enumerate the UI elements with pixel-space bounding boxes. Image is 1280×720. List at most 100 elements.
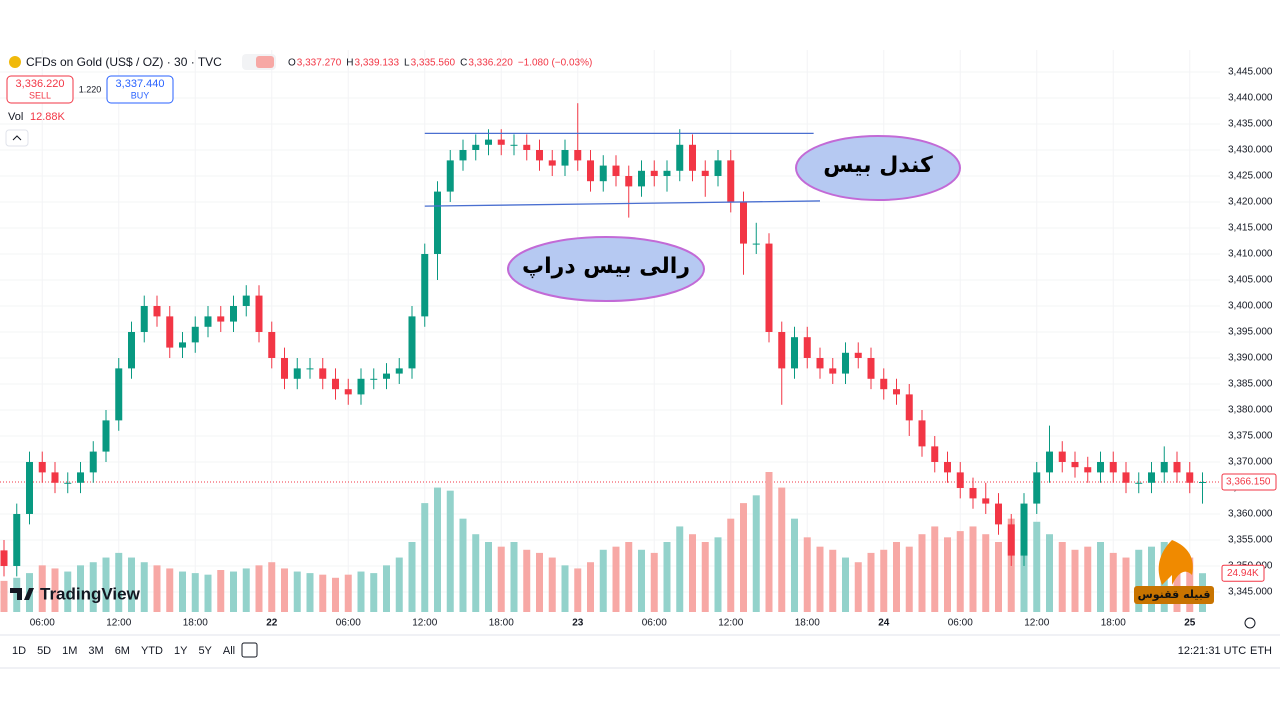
- candle-body: [1160, 461, 1168, 473]
- range-button[interactable]: 5Y: [198, 645, 212, 657]
- volume-bar: [918, 534, 926, 612]
- candle-body: [319, 368, 327, 379]
- volume-bar: [128, 557, 135, 612]
- candles: [0, 103, 1206, 577]
- annotations: کندل بیس رالی بیس دراپ: [424, 132, 961, 302]
- candle-body: [128, 331, 135, 369]
- candle-body: [217, 316, 225, 322]
- volume-bar: [89, 562, 97, 612]
- volume-bar: [13, 577, 21, 612]
- range-button[interactable]: All: [223, 645, 235, 657]
- volume-bar: [905, 546, 913, 612]
- x-tick-label: 06:00: [948, 618, 973, 629]
- volume-bar: [230, 571, 237, 612]
- y-tick-label: 3,390.000: [1228, 353, 1273, 364]
- candle-body: [931, 446, 939, 462]
- volume-bar: [497, 546, 505, 612]
- candle-body: [1186, 472, 1194, 483]
- ohlc-item: 3,337.270: [297, 58, 342, 69]
- volume-bar: [1097, 542, 1104, 612]
- y-tick-label: 3,400.000: [1228, 301, 1273, 312]
- candle-body: [166, 316, 174, 348]
- candle-body: [765, 243, 773, 332]
- volume-bar: [548, 557, 556, 612]
- candle-body: [268, 331, 276, 358]
- volume-bar: [701, 542, 709, 612]
- volume-bar: [1109, 552, 1117, 612]
- callout: [507, 236, 705, 302]
- ohlc: O 3,337.270 H 3,339.133 L 3,335.560 C 3,336.220…: [288, 58, 592, 69]
- volume-bar: [191, 573, 199, 612]
- range-button[interactable]: 6M: [115, 645, 130, 657]
- candle-body: [370, 378, 378, 380]
- candle-body: [357, 378, 365, 395]
- y-tick-label: 3,435.000: [1228, 119, 1273, 130]
- x-tick-label: 18:00: [183, 618, 208, 629]
- range-button[interactable]: YTD: [141, 645, 163, 657]
- sell-price: 3,336.220: [16, 78, 65, 90]
- sell-button[interactable]: [6, 75, 74, 104]
- volume-bar: [995, 542, 1002, 612]
- candle-body: [625, 175, 633, 187]
- volume-bar: [472, 534, 480, 612]
- candle-body: [242, 295, 250, 306]
- x-tick-label: 18:00: [1101, 618, 1126, 629]
- ohlc-item: O: [288, 58, 296, 69]
- y-tick-label: 3,405.000: [1228, 275, 1273, 286]
- range-button[interactable]: 1M: [62, 645, 77, 657]
- volume-bar: [663, 542, 671, 612]
- volume-bar: [38, 565, 46, 612]
- candle-body: [561, 149, 569, 166]
- candle-body: [982, 498, 990, 504]
- volume-bar: [395, 557, 403, 612]
- session[interactable]: ETH: [1250, 645, 1272, 657]
- candle-body: [829, 368, 837, 374]
- x-tick-label: 25: [1184, 618, 1196, 629]
- collapse-button[interactable]: [5, 129, 29, 147]
- range-button[interactable]: 5D: [37, 645, 51, 657]
- volume-bar: [956, 531, 964, 612]
- volume-bar: [179, 571, 186, 612]
- volume-bar: [676, 526, 684, 612]
- candle-body: [1199, 482, 1206, 484]
- volume-bar: [510, 542, 518, 612]
- volume-bar: [0, 580, 8, 612]
- y-tick-label: 3,385.000: [1228, 379, 1273, 390]
- range-button[interactable]: 3M: [88, 645, 103, 657]
- volume-bar: [1071, 549, 1079, 612]
- buy-button[interactable]: [106, 75, 174, 104]
- range-button[interactable]: 1D: [12, 645, 26, 657]
- y-tick-label: 3,410.000: [1228, 249, 1273, 260]
- volume-bar: [217, 570, 225, 612]
- watermark: قبیله ققنوس: [1138, 588, 1211, 601]
- volume-bar: [306, 573, 314, 612]
- tv-logo: [10, 588, 34, 600]
- volume-bar: [561, 565, 569, 612]
- volume-bar: [153, 565, 161, 612]
- volume-bar: [791, 518, 798, 612]
- settings-icon[interactable]: [1244, 617, 1256, 629]
- candle-body: [1148, 472, 1155, 483]
- volume-bar: [816, 546, 824, 612]
- candle-body: [867, 357, 875, 379]
- candle-body: [179, 342, 186, 348]
- candle-body: [778, 331, 786, 369]
- volume-bar: [421, 503, 429, 612]
- candle-body: [26, 461, 33, 514]
- candle-body: [956, 472, 964, 488]
- x-tick-label: 12:00: [106, 618, 131, 629]
- candle-body: [115, 368, 123, 421]
- trend-line[interactable]: [424, 200, 821, 207]
- volume-bar: [587, 562, 594, 612]
- volume-bar: [854, 562, 862, 612]
- candle-body: [421, 253, 429, 317]
- candle-body: [344, 389, 352, 395]
- volume-bar: [204, 574, 212, 612]
- x-tick-label: 06:00: [642, 618, 667, 629]
- symbol[interactable]: CFDs on Gold (US$ / OZ) · 30 · TVC: [26, 55, 222, 69]
- callout-text: رالی بیس دراپ: [522, 254, 690, 279]
- volume-bar: [536, 552, 543, 612]
- range-button[interactable]: 1Y: [174, 645, 188, 657]
- date-range-icon[interactable]: [241, 642, 258, 658]
